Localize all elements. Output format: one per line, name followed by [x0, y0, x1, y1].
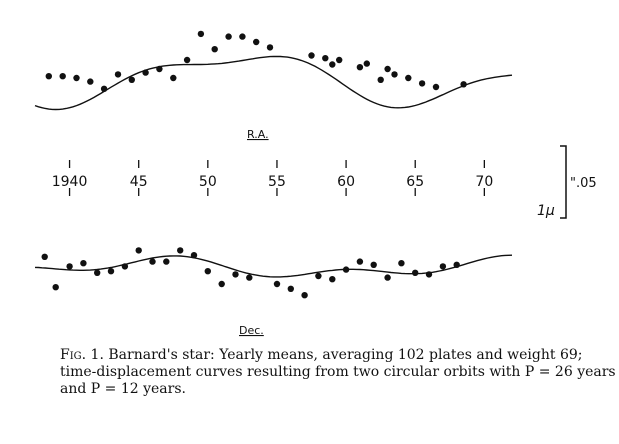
ra-data-point — [225, 33, 232, 40]
ra-data-point — [418, 80, 426, 87]
year-tick-label: 70 — [475, 174, 493, 190]
dec-data-point — [204, 268, 211, 275]
ra-data-point — [170, 74, 177, 82]
ra-data-point — [266, 44, 274, 51]
ra-data-point — [253, 38, 260, 46]
dec-data-point — [273, 280, 281, 288]
dec-data-point — [232, 271, 239, 278]
dec-data-point — [439, 263, 447, 270]
caption-text: Barnard's star: Yearly means, averaging … — [60, 347, 616, 397]
dec-data-point — [370, 261, 377, 268]
year-tick-label: 65 — [406, 174, 424, 190]
dec-data-point — [107, 268, 115, 275]
ra-data-point — [322, 55, 329, 62]
dec-data-point — [425, 271, 433, 278]
dec-data-point — [94, 269, 101, 276]
year-tick-label: 45 — [130, 174, 148, 190]
dec-data-point — [384, 274, 391, 281]
dec-data-point — [135, 247, 142, 254]
figure-caption: Fig. 1. Barnard's star: Yearly means, av… — [60, 347, 619, 398]
dec-data-point — [52, 284, 59, 291]
ra-data-point — [363, 60, 370, 67]
caption-figure-label: Fig. 1. — [60, 347, 104, 363]
ra-data-point — [336, 56, 343, 64]
ra-data-point — [308, 52, 315, 59]
dec-data-point — [412, 269, 419, 276]
scale-bracket — [560, 145, 567, 219]
dec-data-point — [398, 260, 405, 267]
dec-data-point — [190, 252, 198, 259]
dec-data-point — [356, 258, 364, 265]
ra-orbit-curve — [34, 55, 513, 111]
dec-data-point — [301, 292, 308, 299]
ra-data-point — [377, 76, 384, 84]
figure: R.A. 1940 45 50 55 60 65 70 ".05 1μ Dec. — [34, 30, 597, 337]
year-tick-label: 55 — [268, 174, 286, 190]
ra-data-point — [100, 85, 108, 93]
ra-data-point — [73, 74, 80, 82]
ra-data-point — [156, 65, 163, 73]
ra-data-point — [405, 74, 412, 82]
year-tick-label: 50 — [199, 174, 217, 190]
dec-data-point — [453, 261, 460, 268]
ra-data-point — [329, 61, 336, 68]
dec-data-point — [342, 266, 350, 273]
ra-data-point — [142, 69, 149, 76]
scale-bar: ".05 1μ — [537, 145, 597, 219]
dec-data-point — [287, 285, 294, 292]
ra-panel — [34, 30, 513, 111]
dec-data-point — [80, 260, 87, 267]
dec-data-point — [177, 247, 184, 254]
dec-orbit-curve — [34, 254, 513, 278]
dec-data-point — [246, 274, 253, 281]
ra-data-point — [87, 78, 94, 85]
dec-panel-label: Dec. — [239, 324, 264, 337]
ra-data-point — [356, 63, 364, 71]
ra-data-point — [128, 76, 135, 84]
ra-panel-label: R.A. — [247, 128, 269, 141]
ra-data-point — [45, 73, 52, 80]
scale-unit-label: 1μ — [537, 203, 555, 219]
ra-data-point — [59, 73, 66, 80]
dec-panel — [34, 247, 513, 299]
ra-data-point — [384, 65, 391, 73]
ra-data-point — [183, 56, 191, 64]
dec-data-point — [121, 263, 129, 270]
dec-data-point — [41, 253, 48, 260]
dec-data-point — [66, 263, 73, 270]
ra-data-point — [211, 46, 218, 53]
dec-data-point — [163, 258, 170, 265]
year-axis: 1940 45 50 55 60 65 70 — [52, 160, 493, 196]
year-tick-label: 60 — [337, 174, 355, 190]
scale-value-label: ".05 — [570, 176, 597, 191]
ra-data-point — [391, 71, 398, 78]
ra-data-point — [460, 81, 467, 88]
year-tick-label: 1940 — [52, 174, 88, 190]
ra-data-point — [432, 83, 440, 91]
ra-data-point — [239, 33, 246, 40]
dec-data-point — [315, 272, 322, 280]
ra-data-point — [197, 30, 205, 38]
ra-data-point — [114, 71, 122, 78]
dec-data-point — [329, 276, 336, 283]
dec-data-point — [218, 280, 225, 288]
dec-data-point — [149, 258, 156, 265]
